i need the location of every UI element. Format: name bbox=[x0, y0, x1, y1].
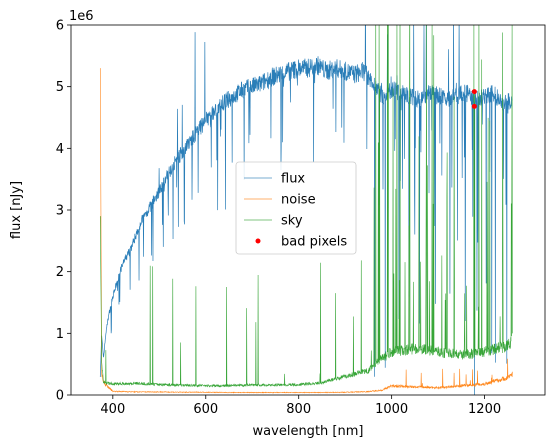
x-tick-label: 1000 bbox=[375, 402, 408, 417]
legend-swatch-bad-pixels bbox=[255, 238, 261, 244]
y-tick-label: 3 bbox=[56, 204, 64, 219]
legend-label-sky: sky bbox=[281, 214, 303, 229]
legend-box bbox=[235, 161, 357, 255]
series-bad-pixels-point bbox=[471, 103, 477, 109]
axes: 400 600 800 1000 1200 0 1 2 3 4 5 6 1e6 wavelength [n… bbox=[9, 9, 546, 439]
x-tick-label: 600 bbox=[193, 402, 218, 417]
legend-label-flux: flux bbox=[281, 172, 305, 187]
y-tick-label: 6 bbox=[56, 19, 64, 34]
y-tick-label: 2 bbox=[56, 265, 64, 280]
x-axis-label: wavelength [nm] bbox=[253, 424, 364, 439]
series-flux-line bbox=[99, 25, 513, 395]
y-tick-label: 1 bbox=[56, 327, 64, 342]
x-tick-label: 1200 bbox=[468, 402, 501, 417]
legend: flux noise sky bad pixels bbox=[235, 161, 357, 255]
y-tick-label: 5 bbox=[56, 80, 64, 95]
plot-area bbox=[99, 25, 513, 395]
legend-label-bad-pixels: bad pixels bbox=[281, 235, 347, 250]
series-bad-pixels-point bbox=[471, 89, 477, 95]
y-tick-label: 4 bbox=[56, 142, 64, 157]
x-tick-label: 400 bbox=[100, 402, 125, 417]
legend-label-noise: noise bbox=[281, 193, 316, 208]
y-tick-label: 0 bbox=[56, 389, 64, 404]
y-offset-label: 1e6 bbox=[69, 9, 94, 24]
y-axis-label: flux [nJy] bbox=[9, 181, 24, 239]
x-tick-label: 800 bbox=[286, 402, 311, 417]
series-sky-line bbox=[99, 25, 513, 388]
series-noise-line bbox=[99, 68, 513, 394]
